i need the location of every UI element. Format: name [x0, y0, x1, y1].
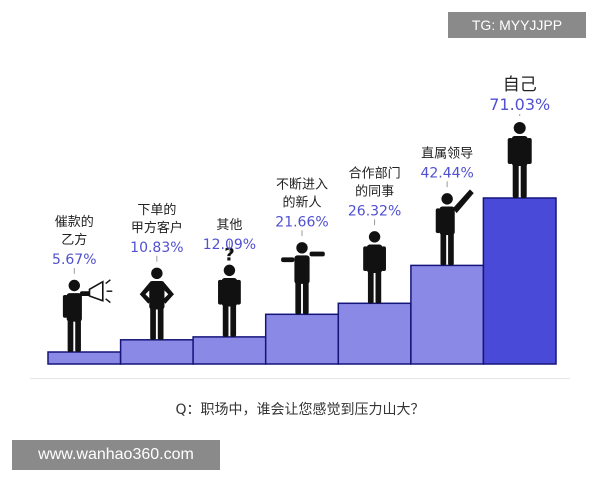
category-label: 下单的	[137, 202, 176, 218]
category-label: 不断进入	[276, 177, 328, 192]
category-label: 乙方	[61, 232, 87, 248]
climbing-person-icon	[281, 242, 325, 315]
chart-caption: Q：职场中，谁会让您感觉到压力山大？	[175, 401, 424, 418]
category-label: 合作部门	[349, 166, 401, 181]
standing-person-icon	[507, 122, 532, 198]
arms-akimbo-person-icon	[139, 267, 174, 340]
pointing-person-icon	[435, 189, 474, 266]
data-label: 10.83%	[130, 240, 183, 256]
question-person-icon	[218, 264, 241, 337]
category-label: 其他	[216, 218, 242, 233]
category-label: 的同事	[355, 183, 394, 199]
thinking-person-icon	[363, 231, 386, 304]
megaphone-person-icon	[62, 279, 113, 352]
question-mark-icon: ?	[224, 245, 234, 266]
category-label: 的新人	[282, 194, 321, 210]
category-label: 甲方客户	[131, 220, 183, 236]
watermark-top: TG: MYYJJPP	[448, 12, 586, 38]
data-label: 5.67%	[52, 252, 96, 268]
bar-2	[192, 336, 267, 365]
data-label: 12.09%	[203, 237, 256, 253]
data-label: 26.32%	[348, 203, 401, 219]
bar-5	[410, 264, 485, 365]
category-label: 自己	[503, 75, 537, 95]
watermark-bottom: www.wanhao360.com	[12, 440, 220, 470]
bar-4	[337, 302, 412, 365]
data-label: 71.03%	[489, 95, 550, 114]
data-label: 21.66%	[275, 214, 328, 230]
bar-6	[482, 197, 557, 365]
bar-0	[47, 351, 122, 365]
category-label: 直属领导	[421, 146, 473, 161]
category-label: 催款的	[55, 214, 94, 230]
data-label: 42.44%	[420, 165, 473, 181]
bar-3	[264, 313, 340, 365]
bar-1	[119, 339, 194, 365]
divider-line	[30, 378, 570, 379]
